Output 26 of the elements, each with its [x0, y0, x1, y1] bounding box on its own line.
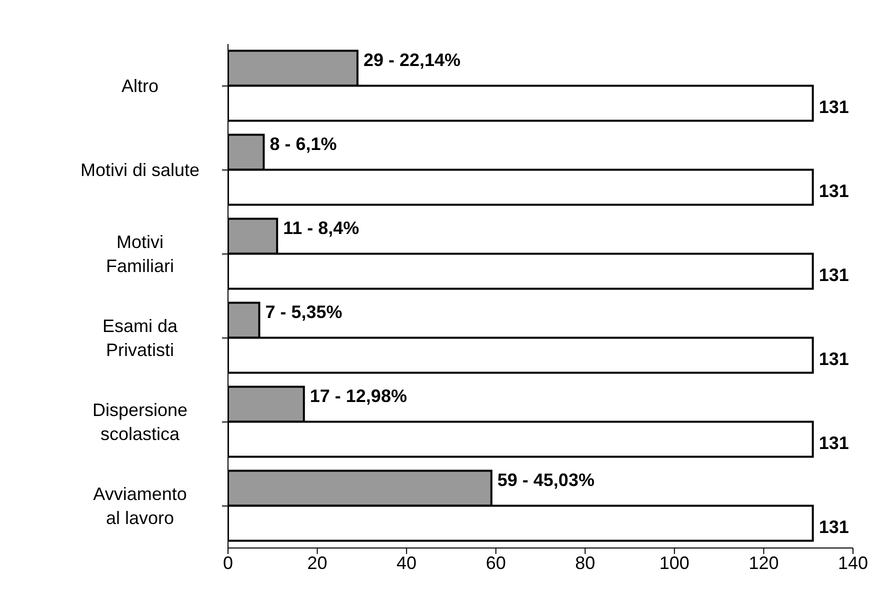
x-tick-label: 20 — [307, 552, 328, 573]
data-label: 131 — [818, 265, 849, 286]
x-tick-label: 140 — [838, 552, 868, 573]
data-label: 59 - 45,03% — [497, 470, 594, 490]
data-label: 131 — [818, 433, 849, 454]
data-label: 131 — [818, 181, 849, 202]
x-tick-label: 0 — [222, 552, 234, 573]
y-tick-label: Motivi Familiari — [106, 232, 174, 276]
data-label: 131 — [818, 349, 849, 370]
data-label: 8 - 6,1% — [270, 134, 337, 154]
y-tick-label: Esami da Privatisti — [102, 316, 178, 360]
data-label: 17 - 12,98% — [310, 386, 407, 406]
x-tick-label: 80 — [575, 552, 596, 573]
y-tick-label: Motivi di salute — [80, 160, 200, 180]
x-tick-label: 40 — [396, 552, 417, 573]
data-label: 11 - 8,4% — [283, 218, 360, 238]
x-tick-label: 100 — [659, 552, 690, 573]
data-label: 131 — [818, 517, 849, 538]
x-tick-label: 120 — [748, 552, 779, 573]
data-label: 29 - 22,14% — [363, 50, 461, 70]
data-label: 131 — [818, 97, 849, 118]
data-label: 7 - 5,35% — [265, 302, 342, 322]
y-tick-label: Avviamento al lavoro — [93, 484, 187, 528]
y-tick-label: Dispersione scolastica — [92, 400, 188, 444]
x-tick-label: 60 — [486, 552, 506, 573]
y-tick-label: Altro — [121, 76, 159, 96]
